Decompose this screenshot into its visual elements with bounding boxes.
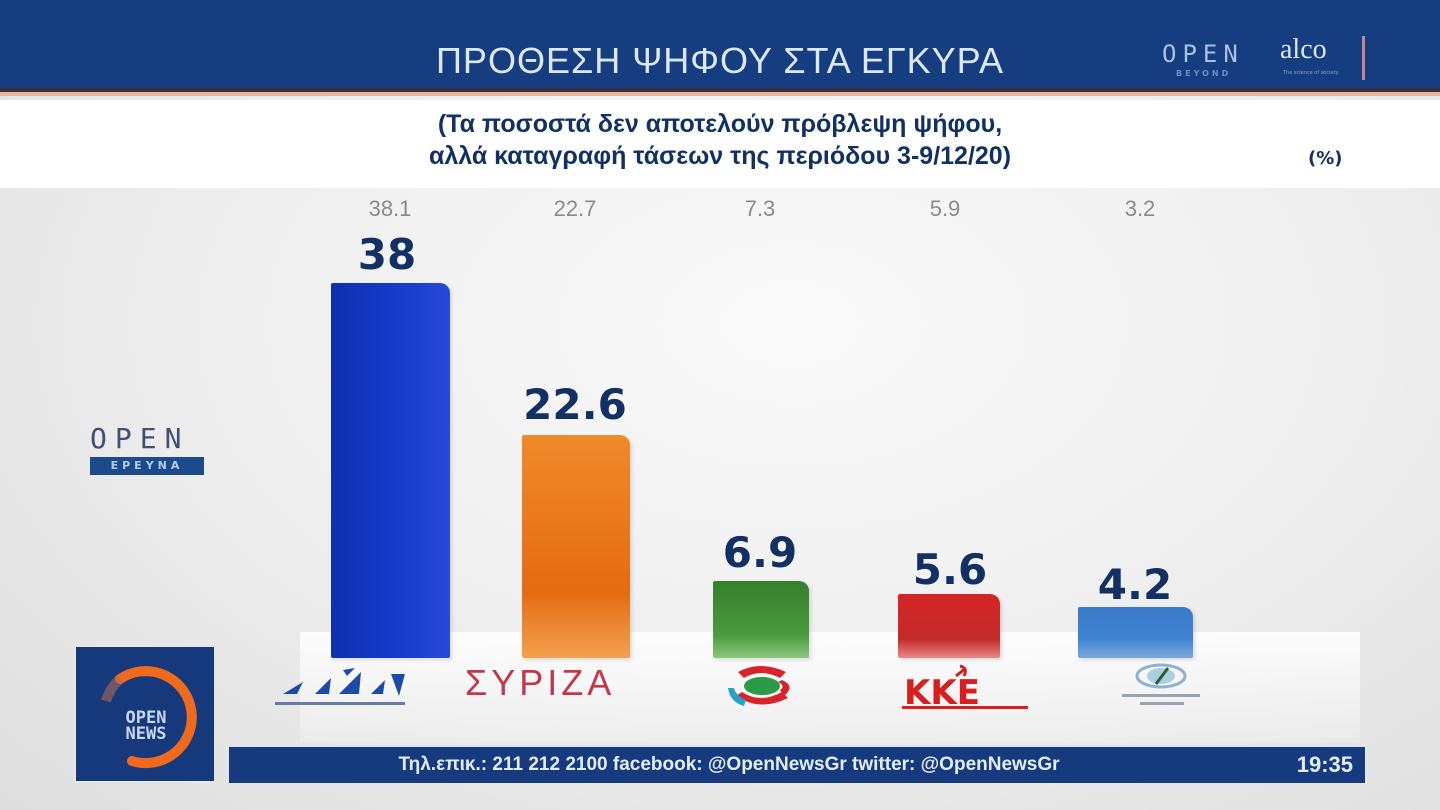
nd-logo-icon xyxy=(275,668,405,705)
bar-kinal xyxy=(713,581,809,658)
svg-text:OPEN: OPEN xyxy=(126,708,167,728)
value-label-kke: 5.6 xyxy=(912,545,988,594)
kke-logo-icon: KKE xyxy=(902,664,1028,710)
prev-value-nd: 38.1 xyxy=(368,196,412,221)
subtitle-line-2: αλλά καταγραφή τάσεων της περιόδου 3-9/1… xyxy=(428,142,1012,170)
open-beyond-logo: OPEN xyxy=(1162,40,1244,68)
alco-logo: alco xyxy=(1280,34,1327,65)
value-label-kinal: 6.9 xyxy=(722,528,798,577)
kinal-logo-icon xyxy=(728,666,790,706)
prev-value-kke: 5.9 xyxy=(929,196,961,221)
unit-label: (%) xyxy=(1308,148,1343,169)
svg-text:NEWS: NEWS xyxy=(126,724,167,744)
open-erevna-word: OPEN xyxy=(90,422,190,455)
value-label-syriza: 22.6 xyxy=(523,380,627,429)
subtitle-line-1: (Τα ποσοστά δεν αποτελούν πρόβλεψη ψήφου… xyxy=(437,110,1003,138)
value-label-elliniki: 4.2 xyxy=(1097,560,1173,609)
elliniki-lysi-logo-icon xyxy=(1122,663,1200,705)
value-label-nd: 38 xyxy=(357,230,417,279)
bar-syriza xyxy=(522,435,630,658)
open-news-logo: OPEN NEWS xyxy=(74,645,216,783)
bar-nd xyxy=(331,283,450,658)
news-ticker: Τηλ.επικ.: 211 212 2100 facebook: @OpenN… xyxy=(229,745,1365,783)
ticker-clock: 19:35 xyxy=(1296,752,1353,777)
open-erevna-tag: ΕΡΕΥΝΑ xyxy=(90,457,204,475)
svg-text:KKE: KKE xyxy=(904,673,980,710)
bar-elliniki xyxy=(1078,607,1193,658)
syriza-logo-icon: ΣΥΡΙΖΑ xyxy=(465,662,616,703)
chart-subtitle: (Τα ποσοστά δεν αποτελούν πρόβλεψη ψήφου… xyxy=(0,108,1440,172)
header-bar: ΠΡΟΘΕΣΗ ΨΗΦΟΥ ΣΤΑ ΕΓΚΥΡΑ OPEN BEYOND alc… xyxy=(0,0,1440,96)
open-erevna-logo: OPEN ΕΡΕΥΝΑ xyxy=(90,422,204,475)
prev-value-syriza: 22.7 xyxy=(553,196,597,221)
open-news-ring-icon: OPEN NEWS xyxy=(101,666,197,769)
ticker-text: Τηλ.επικ.: 211 212 2100 facebook: @OpenN… xyxy=(398,754,1060,775)
subtitle-band xyxy=(0,100,1440,188)
bar-kke xyxy=(898,594,1000,658)
chart-title: ΠΡΟΘΕΣΗ ΨΗΦΟΥ ΣΤΑ ΕΓΚΥΡΑ xyxy=(435,40,1005,81)
alco-tagline: The science of society xyxy=(1283,70,1339,76)
logo-divider xyxy=(1362,36,1365,80)
prev-value-elliniki: 3.2 xyxy=(1124,196,1156,221)
prev-value-kinal: 7.3 xyxy=(744,196,776,221)
open-beyond-sub: BEYOND xyxy=(1176,69,1232,78)
